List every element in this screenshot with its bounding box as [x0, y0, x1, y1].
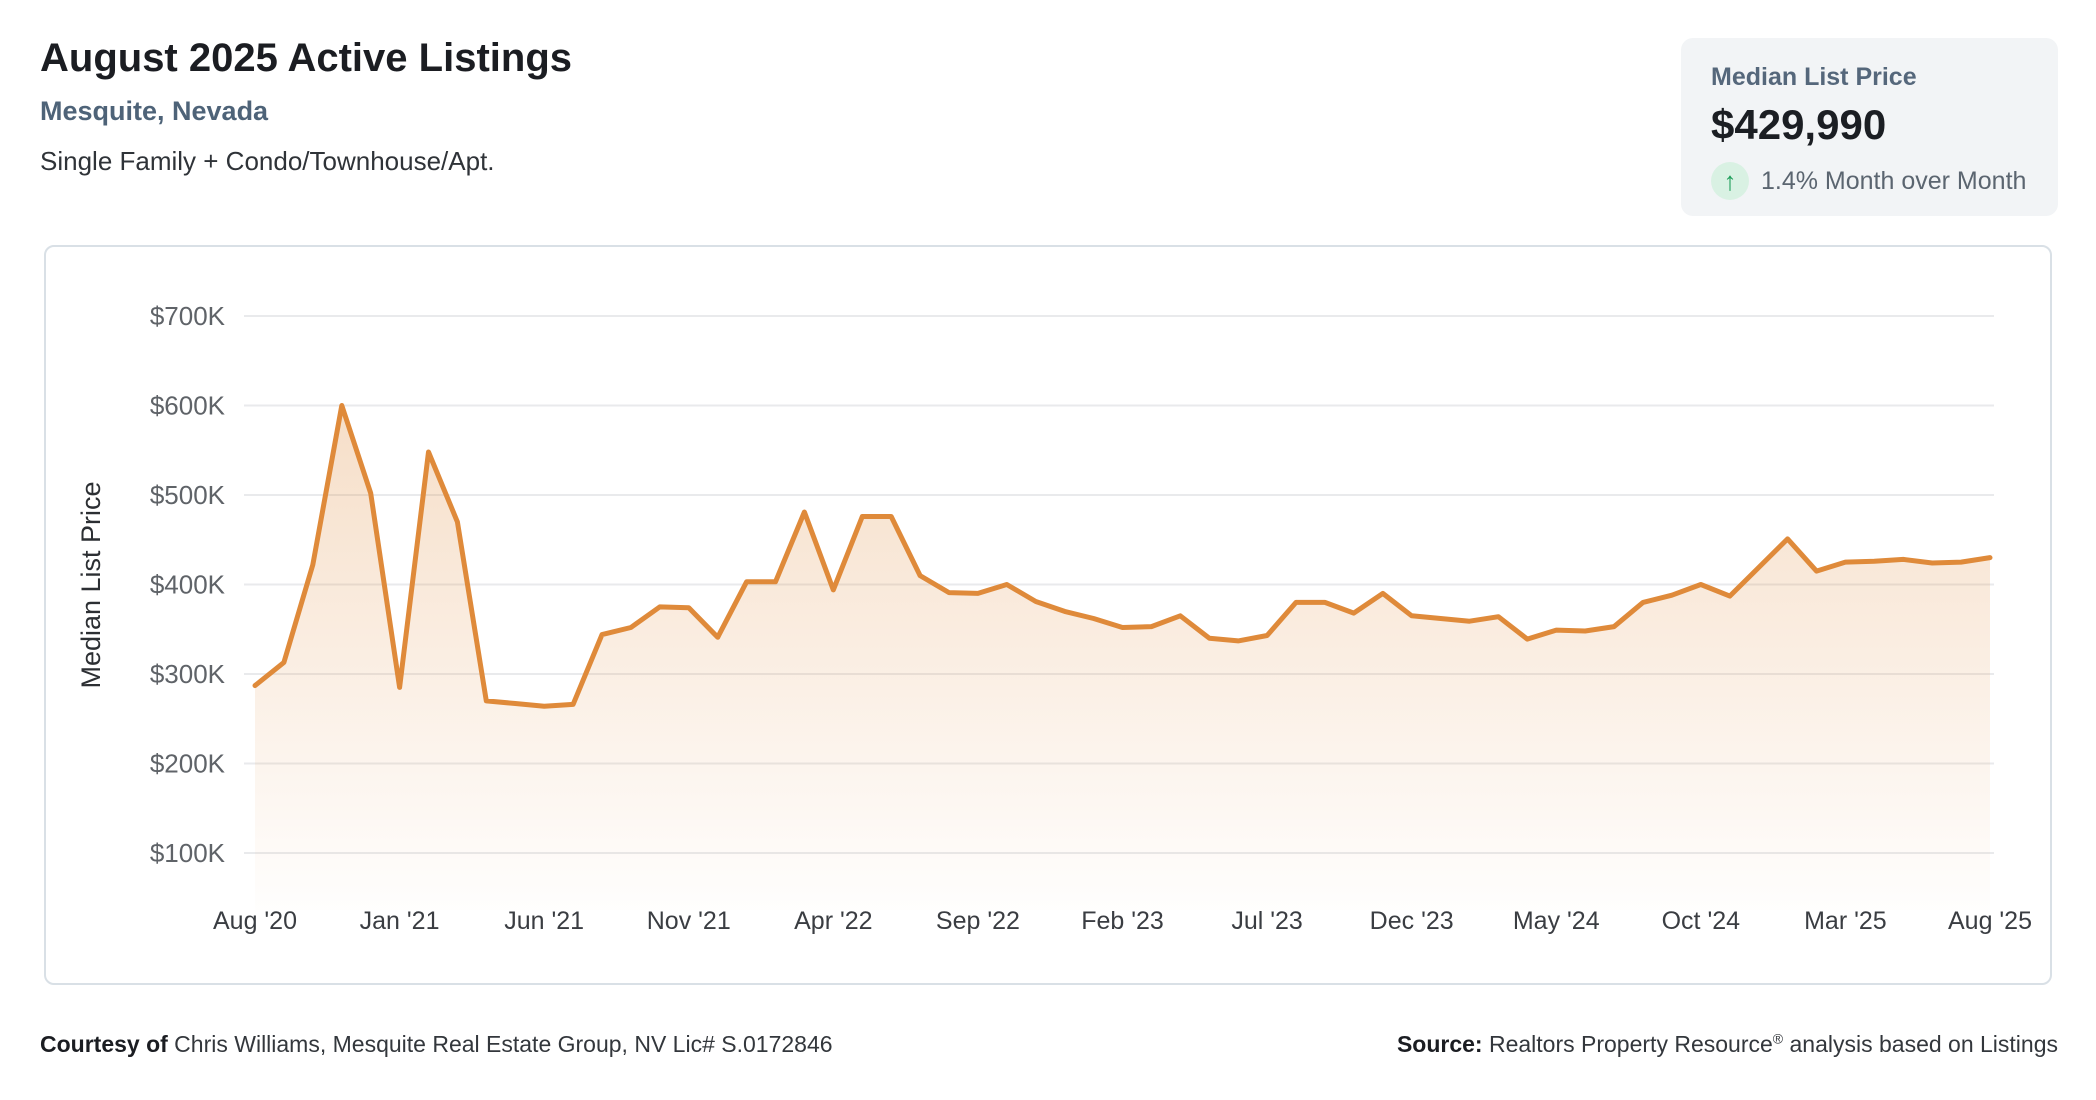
y-tick-label: $400K	[150, 570, 226, 600]
y-tick-label: $600K	[150, 391, 226, 421]
y-axis-title: Median List Price	[76, 481, 106, 688]
x-tick-label: Nov '21	[647, 907, 731, 935]
source-label: Source:	[1396, 1031, 1483, 1057]
median-list-price-card: Median List Price $429,990 ↑ 1.4% Month …	[1681, 38, 2058, 216]
source-name: Realtors Property Resource	[1482, 1031, 1773, 1057]
courtesy-label: Courtesy of	[40, 1031, 168, 1057]
x-tick-label: Sep '22	[936, 907, 1020, 935]
property-type-subtitle: Single Family + Condo/Townhouse/Apt.	[40, 146, 495, 176]
page-title: August 2025 Active Listings	[40, 36, 572, 80]
y-tick-label: $200K	[150, 749, 226, 779]
x-tick-label: Jan '21	[360, 907, 440, 935]
area-fill	[255, 405, 1990, 910]
report-footer: Courtesy of Chris Williams, Mesquite Rea…	[40, 1031, 2058, 1058]
y-tick-label: $700K	[150, 301, 226, 331]
footer-source: Source: Realtors Property Resource® anal…	[1397, 1031, 2058, 1058]
registered-mark: ®	[1772, 1030, 1784, 1047]
location-subtitle: Mesquite, Nevada	[40, 96, 269, 126]
footer-courtesy: Courtesy of Chris Williams, Mesquite Rea…	[40, 1031, 833, 1058]
x-tick-label: Jul '23	[1231, 907, 1302, 935]
x-tick-label: Dec '23	[1370, 907, 1454, 935]
x-tick-label: May '24	[1513, 907, 1600, 935]
y-tick-label: $500K	[150, 480, 226, 510]
trend-up-icon: ↑	[1711, 162, 1749, 200]
chart-canvas[interactable]: $100K $200K $300K $400K $500K $600K $700K Aug '…	[46, 247, 2050, 983]
x-tick-label: Feb '23	[1081, 907, 1164, 935]
stat-card-label: Median List Price	[1711, 63, 1917, 91]
x-tick-label: Oct '24	[1662, 907, 1741, 935]
stat-card-change-row: ↑ 1.4% Month over Month	[1711, 162, 2028, 200]
x-tick-label: Mar '25	[1804, 907, 1887, 935]
source-text: analysis based on Listings	[1783, 1031, 2058, 1057]
x-tick-label: Apr '22	[794, 907, 872, 935]
y-tick-label: $100K	[150, 838, 226, 868]
y-tick-label: $300K	[150, 659, 226, 689]
report-header: August 2025 Active Listings Mesquite, Ne…	[40, 34, 572, 177]
stat-card-value: $429,990	[1711, 101, 1887, 148]
chart-panel: $100K $200K $300K $400K $500K $600K $700K Aug '…	[44, 245, 2052, 985]
x-tick-label: Aug '25	[1948, 907, 2032, 935]
courtesy-text: Chris Williams, Mesquite Real Estate Gro…	[167, 1031, 833, 1057]
month-over-month-change: 1.4% Month over Month	[1761, 166, 2027, 195]
x-tick-label: Jun '21	[504, 907, 584, 935]
trend-line	[252, 403, 1993, 709]
x-tick-label: Aug '20	[213, 907, 297, 935]
